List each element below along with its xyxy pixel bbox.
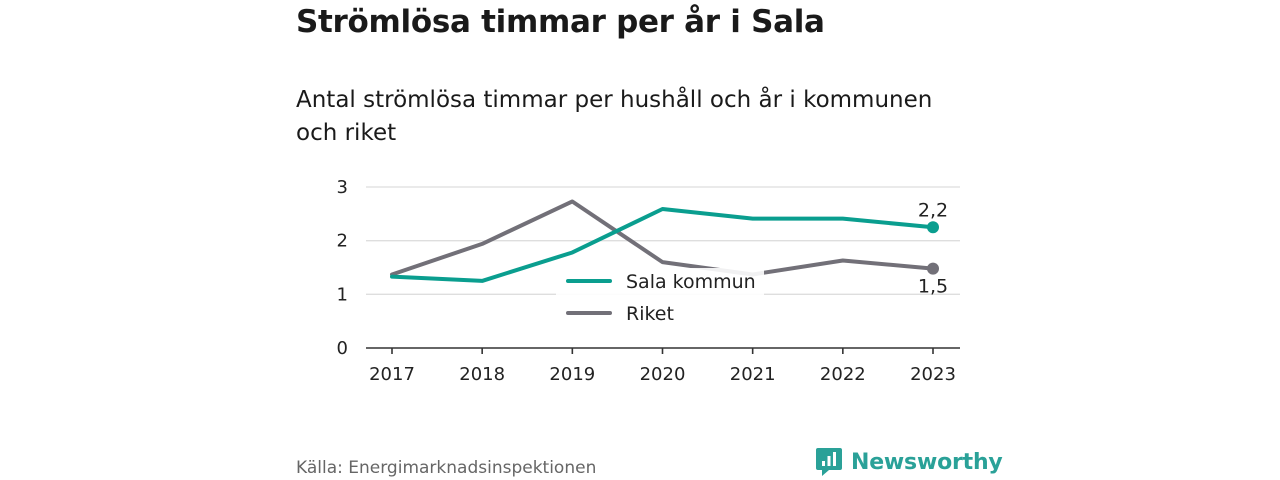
legend-label-sala-kommun: Sala kommun	[626, 271, 756, 293]
end-value-labels: 2,2 1,5	[918, 199, 948, 297]
legend-background	[556, 268, 764, 330]
x-tick-label: 2017	[369, 364, 415, 385]
y-tick-label: 2	[337, 231, 348, 252]
x-tick-label: 2022	[820, 364, 866, 385]
end-point-sala-kommun	[927, 221, 939, 234]
series-lines	[390, 199, 939, 283]
end-label-riket: 1,5	[918, 276, 948, 298]
newsworthy-logo-icon	[816, 448, 842, 476]
brand-logo: Newsworthy	[815, 446, 1003, 478]
y-axis-tick-labels: 0 1 2 3	[337, 177, 348, 359]
chart-title: Strömlösa timmar per år i Sala	[296, 4, 825, 40]
x-tick-label: 2023	[910, 364, 956, 385]
y-tick-label: 1	[337, 284, 348, 305]
legend: Sala kommun Riket	[556, 268, 764, 330]
x-axis-tick-labels: 2017 2018 2019 2020 2021 2022 2023	[369, 364, 956, 385]
series-line-sala-kommun	[390, 207, 935, 283]
legend-label-riket: Riket	[626, 303, 674, 325]
end-label-sala-kommun: 2,2	[918, 199, 948, 221]
brand-name: Newsworthy	[851, 449, 1003, 475]
x-tick-label: 2019	[549, 364, 595, 385]
series-line-riket	[390, 199, 935, 277]
x-tick-label: 2020	[640, 364, 686, 385]
x-tick-label: 2021	[730, 364, 776, 385]
y-tick-label: 3	[337, 177, 348, 198]
source-note: Källa: Energimarknadsinspektionen	[296, 458, 597, 478]
x-tick-label: 2018	[459, 364, 505, 385]
y-tick-label: 0	[337, 338, 348, 359]
chart-subtitle: Antal strömlösa timmar per hushåll och å…	[296, 87, 933, 146]
x-axis	[366, 347, 960, 354]
end-point-riket	[927, 262, 939, 275]
